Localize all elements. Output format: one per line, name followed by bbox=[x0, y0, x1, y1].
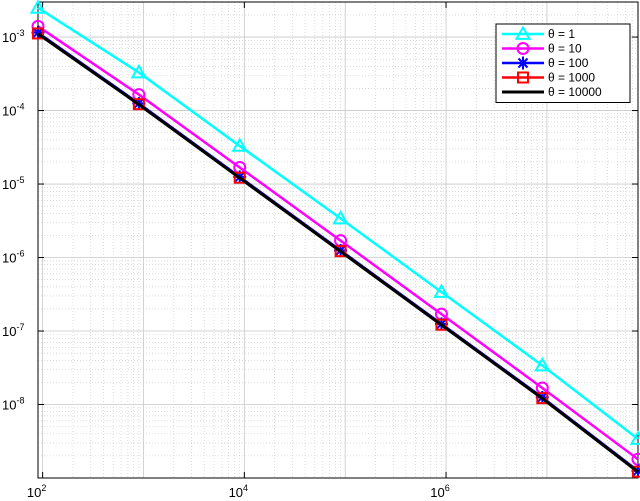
data-point bbox=[231, 137, 248, 152]
x-tick-exponent: 2 bbox=[41, 483, 46, 493]
star-stroke bbox=[517, 57, 529, 69]
series-1 bbox=[29, 0, 640, 445]
legend-marker bbox=[517, 71, 529, 84]
legend-item: θ = 10000 bbox=[502, 85, 602, 99]
legend-item: θ = 100 bbox=[502, 56, 589, 70]
legend-item: θ = 1000 bbox=[502, 71, 595, 85]
legend-label: θ = 1000 bbox=[548, 71, 595, 85]
y-tick-label: 10-7 bbox=[2, 322, 24, 339]
y-tick-label: 10-3 bbox=[2, 28, 24, 45]
x-tick-exponent: 6 bbox=[445, 483, 450, 493]
legend-label: θ = 10000 bbox=[548, 85, 602, 99]
data-point bbox=[132, 98, 145, 111]
legend-item: θ = 10 bbox=[502, 42, 582, 56]
series-5 bbox=[37, 32, 639, 474]
series-line bbox=[37, 6, 639, 440]
y-tick-exponent: -3 bbox=[16, 28, 24, 38]
plot-frame bbox=[37, 1, 639, 479]
y-tick-exponent: -7 bbox=[16, 322, 24, 332]
y-tick-exponent: -5 bbox=[16, 175, 24, 185]
y-tick-label: 10-4 bbox=[2, 102, 24, 119]
legend-label: θ = 10 bbox=[548, 42, 582, 56]
data-point bbox=[629, 430, 640, 445]
data-point bbox=[233, 171, 246, 184]
data-point bbox=[32, 27, 44, 40]
legend-item: θ = 1 bbox=[502, 25, 575, 41]
y-tick-label: 10-5 bbox=[2, 175, 24, 192]
legend-marker bbox=[516, 56, 530, 70]
legend-marker bbox=[514, 25, 532, 40]
data-point bbox=[435, 318, 448, 331]
y-tick-exponent: -4 bbox=[16, 102, 24, 112]
x-tick-label: 102 bbox=[27, 483, 46, 500]
star-stroke bbox=[32, 27, 44, 38]
x-tick-label: 104 bbox=[229, 483, 248, 500]
series-line bbox=[37, 25, 639, 461]
x-tick-exponent: 4 bbox=[243, 483, 248, 493]
y-tick-exponent: -6 bbox=[16, 249, 24, 259]
data-point bbox=[334, 245, 347, 258]
data-point bbox=[29, 0, 47, 14]
legend-label: θ = 100 bbox=[548, 56, 589, 70]
y-tick-label: 10-8 bbox=[2, 396, 24, 413]
data-point bbox=[534, 356, 551, 372]
series-line bbox=[37, 32, 639, 474]
data-point bbox=[433, 283, 450, 298]
legend-label: θ = 1 bbox=[548, 27, 575, 41]
series-layer bbox=[29, 0, 640, 478]
data-point bbox=[632, 465, 640, 478]
data-point bbox=[536, 392, 549, 405]
data-point bbox=[130, 63, 148, 79]
y-tick-exponent: -8 bbox=[16, 396, 24, 406]
data-point bbox=[332, 209, 349, 225]
legend-marker bbox=[516, 42, 530, 55]
y-tick-label: 10-6 bbox=[2, 249, 24, 266]
x-tick-label: 106 bbox=[430, 483, 449, 500]
